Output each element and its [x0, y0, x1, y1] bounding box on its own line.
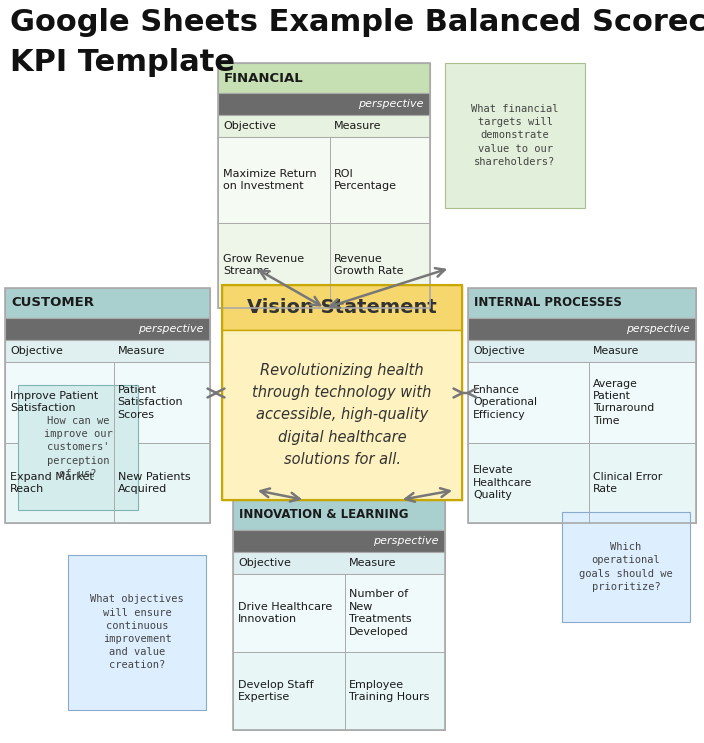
Bar [468, 288, 696, 318]
Text: perspective: perspective [374, 536, 439, 546]
Bar [218, 63, 430, 308]
Bar [468, 288, 696, 523]
Text: perspective: perspective [627, 324, 690, 334]
Bar [445, 63, 585, 208]
Text: ROI
Percentage: ROI Percentage [334, 169, 397, 191]
Bar [5, 340, 210, 362]
Bar [233, 652, 445, 730]
Bar [468, 340, 696, 362]
Text: Measure: Measure [118, 346, 165, 356]
Text: Measure: Measure [349, 558, 397, 568]
Bar [222, 285, 462, 500]
Text: Vision Statement: Vision Statement [247, 298, 437, 317]
Text: Number of
New
Treatments
Developed: Number of New Treatments Developed [349, 589, 412, 637]
Text: Measure: Measure [593, 346, 639, 356]
Bar [233, 500, 445, 730]
Text: Develop Staff
Expertise: Develop Staff Expertise [238, 680, 313, 702]
Bar [218, 63, 430, 93]
Text: INTERNAL PROCESSES: INTERNAL PROCESSES [474, 296, 622, 310]
Bar [5, 318, 210, 340]
Bar [5, 362, 210, 443]
Bar [233, 574, 445, 652]
Text: Google Sheets Example Balanced Scorecard: Google Sheets Example Balanced Scorecard [10, 8, 704, 37]
Text: What objectives
will ensure
continuous
improvement
and value
creation?: What objectives will ensure continuous i… [90, 594, 184, 670]
Bar [468, 318, 696, 340]
Bar [468, 443, 696, 523]
Bar [18, 385, 138, 510]
Bar [5, 288, 210, 318]
Bar [233, 552, 445, 574]
Text: Average
Patient
Turnaround
Time: Average Patient Turnaround Time [593, 379, 654, 426]
Text: Clinical Error
Rate: Clinical Error Rate [593, 472, 662, 494]
Text: Revolutionizing health
through technology with
accessible, high-quality
digital : Revolutionizing health through technolog… [252, 363, 432, 467]
Text: KPI Template: KPI Template [10, 48, 235, 77]
Text: New Patients
Acquired: New Patients Acquired [118, 472, 190, 494]
Text: Employee
Training Hours: Employee Training Hours [349, 680, 429, 702]
Bar [68, 555, 206, 710]
Text: Drive Healthcare
Innovation: Drive Healthcare Innovation [238, 602, 332, 624]
Text: Expand Market
Reach: Expand Market Reach [10, 472, 94, 494]
Text: What financial
targets will
demonstrate
value to our
shareholders?: What financial targets will demonstrate … [471, 104, 559, 167]
Text: Objective: Objective [223, 121, 276, 131]
Bar [218, 93, 430, 115]
Bar [218, 137, 430, 222]
Text: Objective: Objective [10, 346, 63, 356]
Text: CUSTOMER: CUSTOMER [11, 296, 94, 310]
Bar [218, 222, 430, 308]
Bar [562, 512, 690, 622]
Bar [222, 330, 462, 500]
Text: Patient
Satisfaction
Scores: Patient Satisfaction Scores [118, 385, 183, 420]
Text: How can we
improve our
customers'
perception
of us?: How can we improve our customers' percep… [44, 416, 113, 479]
Text: INNOVATION & LEARNING: INNOVATION & LEARNING [239, 508, 408, 522]
Text: Which
operational
goals should we
prioritize?: Which operational goals should we priori… [579, 542, 673, 592]
Text: Maximize Return
on Investment: Maximize Return on Investment [223, 169, 317, 191]
Text: Improve Patient
Satisfaction: Improve Patient Satisfaction [10, 391, 99, 413]
Text: perspective: perspective [358, 99, 424, 109]
Bar [5, 288, 210, 523]
Bar [5, 443, 210, 523]
Bar [233, 530, 445, 552]
Bar [218, 115, 430, 137]
Text: Revenue
Growth Rate: Revenue Growth Rate [334, 254, 404, 276]
Text: Measure: Measure [334, 121, 382, 131]
Text: Objective: Objective [473, 346, 524, 356]
Text: Grow Revenue
Streams: Grow Revenue Streams [223, 254, 304, 276]
Text: Elevate
Healthcare
Quality: Elevate Healthcare Quality [473, 465, 532, 500]
Text: Enhance
Operational
Efficiency: Enhance Operational Efficiency [473, 385, 537, 420]
Text: perspective: perspective [139, 324, 204, 334]
Bar [468, 362, 696, 443]
Bar [222, 285, 462, 330]
Text: Objective: Objective [238, 558, 291, 568]
Text: FINANCIAL: FINANCIAL [224, 71, 303, 85]
Bar [233, 500, 445, 530]
